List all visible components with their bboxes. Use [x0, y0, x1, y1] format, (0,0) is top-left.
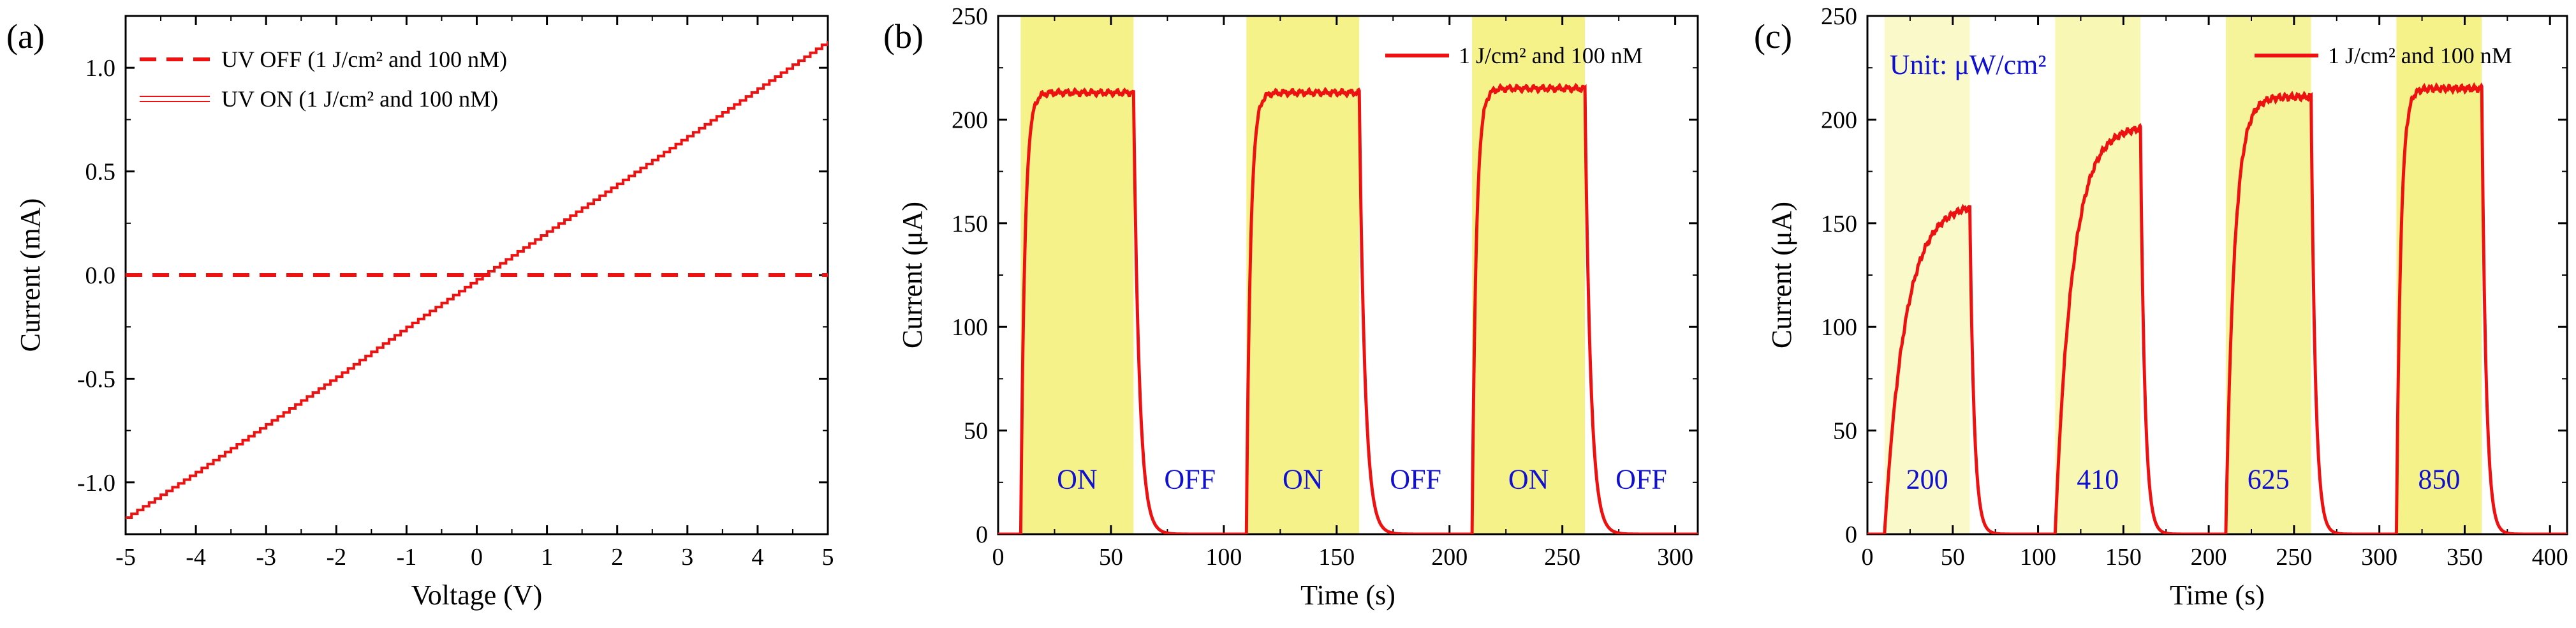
x-tick-label: 400: [2532, 544, 2568, 571]
panel-label: (c): [1754, 17, 1792, 56]
x-tick-label: -4: [186, 544, 206, 571]
y-tick-label: 150: [952, 211, 988, 237]
y-axis-title: Current (mA): [15, 198, 46, 352]
y-tick-label: 200: [1821, 107, 1857, 133]
state-label: ON: [1283, 464, 1323, 495]
legend-entry: UV OFF (1 J/cm² and 100 nM): [221, 47, 507, 72]
y-tick-label: 1.0: [85, 55, 116, 82]
on-period-band-1: [2055, 16, 2141, 534]
y-tick-label: 50: [1833, 418, 1857, 445]
x-tick-label: 100: [2020, 544, 2056, 571]
y-axis-title: Current (μA): [897, 202, 928, 348]
x-tick-label: 0: [1862, 544, 1874, 571]
y-tick-label: 50: [964, 418, 988, 445]
plot-area: [126, 41, 828, 519]
state-label: OFF: [1616, 464, 1667, 495]
x-tick-label: 100: [1205, 544, 1242, 571]
on-period-band-1: [1246, 16, 1360, 534]
state-label: 625: [2248, 464, 2290, 495]
x-tick-label: 50: [1099, 544, 1123, 571]
chart-panel-1: 0 50 100 150 200 250 300 0 50 100 150 200 250 Time (s…: [883, 3, 1699, 611]
y-tick-label: 100: [952, 314, 988, 341]
x-tick-label: 350: [2447, 544, 2483, 571]
series-line-uv-on: [126, 41, 828, 519]
y-tick-label: -0.5: [77, 366, 115, 392]
x-tick-label: 5: [822, 544, 834, 571]
y-tick-label: 0.0: [85, 262, 116, 289]
state-label: 410: [2077, 464, 2119, 495]
y-tick-label: 200: [952, 107, 988, 133]
x-tick-label: -5: [115, 544, 136, 571]
chart-panel-2: 0 50 100 150 200 250 300 350 400 0 50 100 150 200 250 T…: [1754, 3, 2568, 611]
y-tick-label: 0.5: [85, 159, 116, 186]
plot-area: [998, 82, 1698, 534]
y-tick-label: 150: [1821, 211, 1857, 237]
on-period-band-2: [1472, 16, 1586, 534]
legend: 1 J/cm² and 100 nM: [2255, 43, 2512, 68]
y-tick-label: -1.0: [77, 470, 115, 497]
x-tick-label: -3: [256, 544, 276, 571]
y-tick-label: 0: [976, 521, 988, 548]
state-label: OFF: [1390, 464, 1441, 495]
y-axis-title: Current (μA): [1766, 202, 1797, 348]
state-label: 850: [2418, 464, 2460, 495]
state-label: OFF: [1164, 464, 1216, 495]
series-line-0: [998, 82, 1698, 534]
legend-entry: 1 J/cm² and 100 nM: [2328, 43, 2512, 68]
y-tick-label: 250: [1821, 3, 1857, 30]
x-tick-label: 150: [2105, 544, 2142, 571]
x-tick-label: 0: [992, 544, 1005, 571]
y-tick-label: 0: [1845, 521, 1857, 548]
state-label: ON: [1508, 464, 1549, 495]
legend: UV OFF (1 J/cm² and 100 nM) UV ON (1 J/cm…: [140, 47, 507, 112]
legend: 1 J/cm² and 100 nM: [1385, 43, 1643, 68]
on-period-band-3: [2396, 16, 2482, 534]
series-line-0: [1867, 82, 2567, 534]
x-tick-label: 250: [1544, 544, 1580, 571]
x-tick-label: 200: [1431, 544, 1468, 571]
chart-panel-0: -5 -4 -3 -2 -1 0 1 2 3 4 5 -1.0 -0.5 0.0 0.5 1.0 Voltage…: [6, 15, 834, 611]
x-tick-label: 2: [611, 544, 623, 571]
x-tick-label: 250: [2276, 544, 2312, 571]
panel-label: (a): [6, 17, 45, 56]
x-tick-label: 150: [1318, 544, 1355, 571]
x-tick-label: 4: [751, 544, 763, 571]
x-tick-label: 200: [2191, 544, 2227, 571]
x-tick-label: 300: [1657, 544, 1693, 571]
legend-entry: UV ON (1 J/cm² and 100 nM): [221, 86, 498, 112]
on-period-band-0: [1020, 16, 1134, 534]
x-tick-label: 3: [681, 544, 693, 571]
x-tick-label: 0: [471, 544, 483, 571]
x-tick-label: 50: [1941, 544, 1965, 571]
legend-entry: 1 J/cm² and 100 nM: [1459, 43, 1643, 68]
x-tick-label: 1: [541, 544, 553, 571]
state-label: 200: [1906, 464, 1948, 495]
x-axis-title: Voltage (V): [411, 579, 543, 611]
x-axis-title: Time (s): [1300, 579, 1395, 611]
panel-label: (b): [883, 17, 924, 56]
on-period-band-0: [1884, 16, 1970, 534]
unit-label: Unit: μW/cm²: [1890, 49, 2047, 80]
y-tick-label: 250: [952, 3, 988, 30]
plot-area: [1867, 82, 2567, 534]
state-label: ON: [1057, 464, 1098, 495]
x-tick-label: 300: [2361, 544, 2397, 571]
y-tick-label: 100: [1821, 314, 1857, 341]
x-tick-label: -1: [397, 544, 417, 571]
x-tick-label: -2: [326, 544, 346, 571]
x-axis-title: Time (s): [2170, 579, 2265, 611]
